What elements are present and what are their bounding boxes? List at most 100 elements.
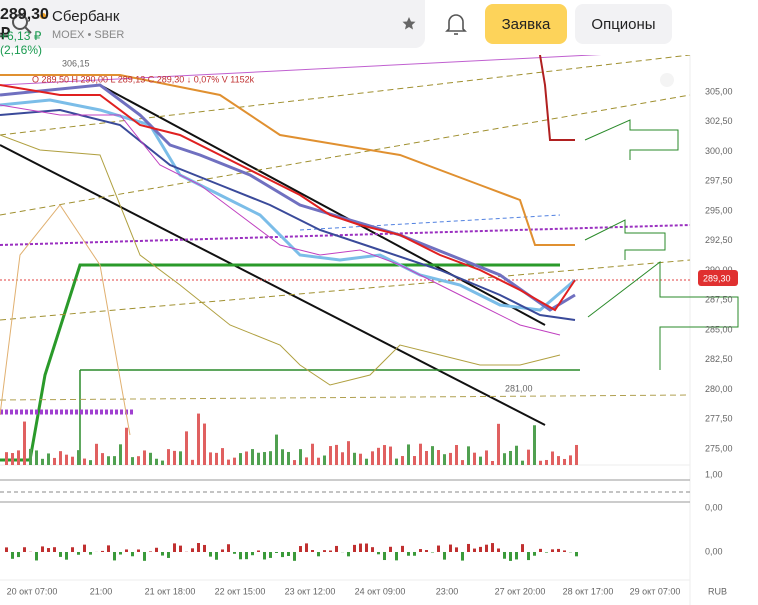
- histogram-bar: [335, 545, 338, 552]
- price-label: 277,50: [705, 414, 733, 424]
- histogram-bar: [299, 546, 302, 552]
- histogram-bar: [383, 552, 386, 561]
- volume-bar: [239, 453, 242, 465]
- volume-bar: [437, 450, 440, 465]
- volume-bar: [539, 460, 542, 465]
- histogram-bar: [275, 552, 278, 553]
- volume-bar: [467, 446, 470, 465]
- options-button[interactable]: Опционы: [575, 4, 672, 44]
- volume-bar: [215, 452, 218, 465]
- volume-bar: [551, 451, 554, 465]
- histogram-bar: [269, 552, 272, 558]
- volume-bar: [365, 458, 368, 465]
- volume-bar: [533, 425, 536, 465]
- volume-bar: [197, 413, 200, 465]
- histogram-bar: [359, 543, 362, 552]
- volume-bar: [137, 456, 140, 465]
- price-label: 285,00: [705, 324, 733, 334]
- histogram-bar: [545, 552, 548, 553]
- volume-bar: [461, 460, 464, 465]
- volume-bar: [419, 443, 422, 465]
- histogram-bar: [371, 547, 374, 552]
- price-label: 287,50: [705, 295, 733, 305]
- histogram-bar: [305, 543, 308, 552]
- volume-bar: [203, 423, 206, 465]
- volume-bar: [191, 459, 194, 465]
- volume-bar: [131, 457, 134, 465]
- volume-bar: [431, 446, 434, 465]
- price-label: 302,50: [705, 116, 733, 126]
- price-label: 300,00: [705, 146, 733, 156]
- histogram-bar: [497, 548, 500, 552]
- histogram-bar: [11, 552, 14, 559]
- time-label: 21 окт 18:00: [145, 586, 196, 596]
- volume-bar: [353, 452, 356, 465]
- histogram-bar: [449, 544, 452, 552]
- bell-icon[interactable]: [444, 12, 468, 36]
- volume-bar: [11, 453, 14, 465]
- indicator-label: 0,00: [705, 546, 723, 556]
- status-dot: [40, 13, 46, 19]
- histogram-bar: [479, 546, 482, 552]
- histogram-bar: [59, 552, 62, 557]
- histogram-bar: [47, 548, 50, 552]
- volume-bar: [17, 450, 20, 465]
- volume-bar: [563, 458, 566, 465]
- volume-bar: [23, 421, 26, 465]
- histogram-bar: [485, 544, 488, 552]
- volume-bar: [383, 445, 386, 465]
- histogram-bar: [113, 552, 116, 561]
- time-label: 24 окт 09:00: [355, 586, 406, 596]
- volume-bar: [89, 460, 92, 465]
- price-tag: 289,30: [703, 273, 731, 283]
- indicator-label: 1,00: [705, 469, 723, 479]
- histogram-bar: [539, 548, 542, 552]
- volume-bar: [359, 453, 362, 465]
- volume-bar: [155, 458, 158, 465]
- volume-bar: [173, 450, 176, 465]
- histogram-bar: [191, 548, 194, 552]
- order-button[interactable]: Заявка: [485, 4, 567, 44]
- price-label: 280,00: [705, 384, 733, 394]
- ticker-card[interactable]: Сбербанк MOEX • SBER 289,30 ₽ +6,13 ₽ (2…: [0, 0, 425, 57]
- histogram-bar: [491, 543, 494, 552]
- histogram-bar: [77, 552, 80, 555]
- histogram-bar: [365, 543, 368, 552]
- volume-bar: [293, 460, 296, 465]
- chart: 305,00 302,50 300,00 297,50 295,00 292,50 290,…: [0, 55, 739, 605]
- volume-bar: [557, 456, 560, 465]
- histogram-bar: [203, 544, 206, 552]
- volume-bar: [527, 449, 530, 465]
- histogram-bar: [509, 552, 512, 561]
- histogram-bar: [53, 547, 56, 552]
- volume-bar: [485, 450, 488, 465]
- volume-bar: [281, 449, 284, 465]
- price-label: 292,50: [705, 235, 733, 245]
- search-icon[interactable]: [10, 12, 34, 36]
- histogram-bar: [293, 552, 296, 561]
- histogram-bar: [533, 552, 536, 556]
- histogram-bar: [167, 552, 170, 558]
- price: 289,30 ₽: [0, 6, 49, 43]
- histogram-bar: [551, 549, 554, 552]
- volume-bar: [83, 458, 86, 465]
- volume-bar: [311, 443, 314, 465]
- histogram-bar: [233, 552, 236, 554]
- histogram-bar: [5, 547, 8, 552]
- histogram-bar: [251, 552, 254, 556]
- time-label: 20 окт 07:00: [7, 586, 58, 596]
- histogram-bar: [107, 545, 110, 552]
- histogram-bar: [131, 552, 134, 557]
- histogram-bar: [377, 552, 380, 555]
- histogram-bar: [425, 550, 428, 552]
- star-icon[interactable]: [402, 16, 416, 30]
- volume-bar: [245, 451, 248, 465]
- volume-bar: [575, 444, 578, 465]
- histogram-bar: [347, 552, 350, 557]
- volume-bar: [77, 450, 80, 465]
- histogram-bar: [281, 552, 284, 558]
- histogram-bar: [515, 552, 518, 560]
- volume-bar: [335, 444, 338, 465]
- volume-bar: [71, 456, 74, 465]
